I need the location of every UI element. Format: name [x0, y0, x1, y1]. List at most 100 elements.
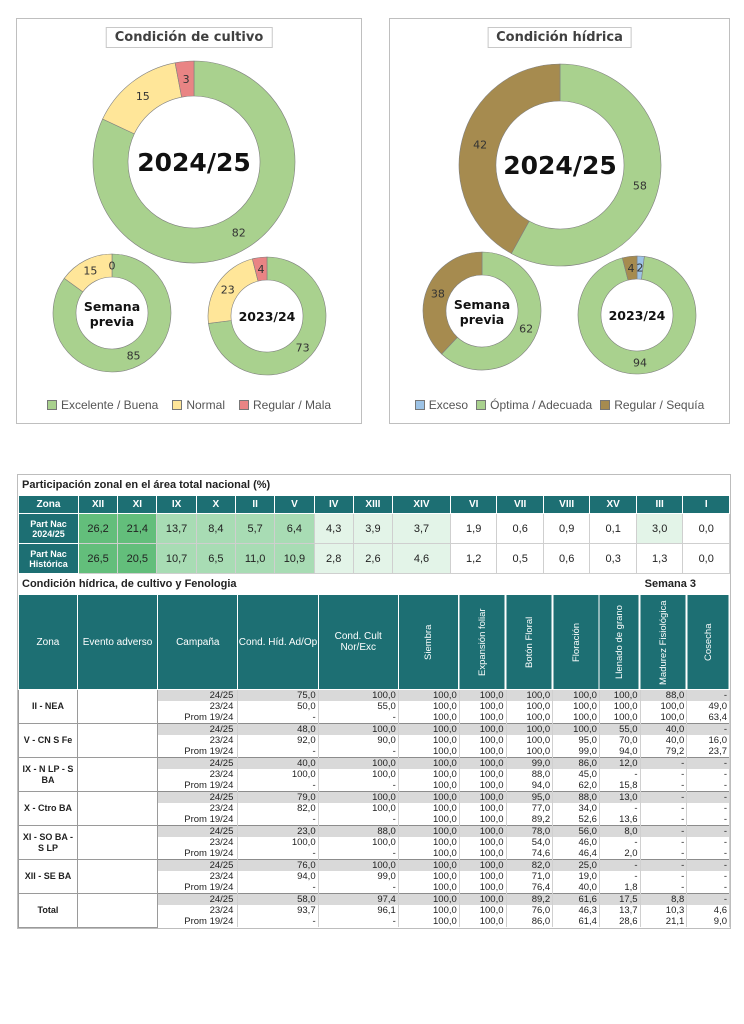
value-cell: 100,0 — [640, 701, 688, 712]
value-cell: 100,0 — [318, 837, 399, 848]
legend-item-normal: Normal — [172, 398, 225, 412]
value-cell: 88,0 — [318, 825, 399, 837]
semana-label: Semana 3 — [644, 578, 696, 590]
value-cell: 100,0 — [237, 769, 319, 780]
campana-cell: 23/24 — [157, 701, 239, 712]
participacion-row: Part Nac 2024/25 26,2 21,4 13,7 8,4 5,7 6,4 4,3 3… — [18, 513, 730, 544]
legend-label: Óptima / Adecuada — [490, 398, 593, 412]
zona-column-header: I — [682, 495, 730, 514]
value-cell: 100,0 — [459, 916, 507, 927]
row-header: Part Nac Histórica — [18, 543, 79, 574]
slice-label: 62 — [519, 322, 533, 335]
campana-cell: Prom 19/24 — [157, 848, 239, 860]
campana-cell: Prom 19/24 — [157, 916, 239, 927]
value-cell: 45,0 — [552, 769, 600, 780]
value-cell: 25,0 — [552, 859, 600, 871]
value-cell: - — [686, 825, 730, 837]
value-cell: 100,0 — [459, 905, 507, 916]
participacion-cell: 26,5 — [77, 543, 119, 574]
cultivo-title: Condición de cultivo — [105, 27, 273, 48]
value-cell: - — [686, 757, 730, 769]
participacion-cell: 3,7 — [392, 513, 451, 544]
donut-slice — [510, 63, 662, 267]
participacion-cell: 10,7 — [156, 543, 197, 574]
value-cell: - — [640, 848, 688, 860]
value-cell: 82,0 — [237, 803, 319, 814]
zona-cell: X - Ctro BA — [18, 791, 78, 826]
legend-label: Normal — [186, 398, 226, 412]
slice-label: 15 — [83, 265, 97, 278]
campana-cell: 24/25 — [157, 859, 239, 871]
value-cell: 94,0 — [237, 871, 319, 882]
slice-label: 42 — [473, 138, 487, 151]
campana-cell: 23/24 — [157, 803, 239, 814]
column-header: Evento adverso — [76, 594, 159, 690]
value-cell: 100,0 — [459, 803, 507, 814]
value-cell: 50,0 — [237, 701, 319, 712]
campana-cell: 23/24 — [157, 769, 239, 780]
campana-cell: Prom 19/24 — [157, 780, 239, 792]
hidrica-legend: Exceso Óptima / Adecuada Regular / Sequí… — [390, 398, 729, 412]
value-cell: 56,0 — [552, 825, 600, 837]
donut-center-label: 2024/25 — [137, 148, 251, 177]
campana-cell: 24/25 — [157, 825, 239, 837]
value-cell: 49,0 — [686, 701, 730, 712]
value-cell: - — [640, 825, 688, 837]
value-cell: - — [686, 780, 730, 792]
value-cell: 4,6 — [686, 905, 730, 916]
value-cell: - — [686, 893, 730, 905]
value-cell: 54,0 — [506, 837, 554, 848]
value-cell: 96,1 — [318, 905, 399, 916]
value-cell: 100,0 — [398, 814, 460, 826]
value-cell: 100,0 — [459, 735, 507, 746]
value-cell: 100,0 — [398, 825, 460, 837]
value-cell: 100,0 — [398, 712, 460, 724]
table-row: 23/24 100,0 100,0 100,0 100,0 88,0 45,0- - - — [19, 769, 730, 780]
value-cell: 88,0 — [552, 791, 600, 803]
campana-cell: 24/25 — [157, 791, 239, 803]
campana-cell: 23/24 — [157, 837, 239, 848]
value-cell: 100,0 — [506, 712, 554, 724]
value-cell: - — [686, 814, 730, 826]
value-cell: 12,0 — [599, 757, 641, 769]
evento-cell — [76, 689, 159, 724]
donut-center-label: previa — [90, 314, 134, 329]
zona-cell: Total — [18, 893, 78, 928]
value-cell: 100,0 — [599, 701, 641, 712]
value-cell: 100,0 — [459, 757, 507, 769]
legend-item-sequia: Regular / Sequía — [600, 398, 704, 412]
value-cell: 15,8 — [599, 780, 641, 792]
column-header: Cond. Cult Nor/Exc — [317, 594, 399, 690]
value-cell: 40,0 — [237, 757, 319, 769]
legend-swatch-green — [476, 400, 487, 410]
legend-swatch-blue — [414, 400, 425, 410]
value-cell: - — [237, 848, 319, 860]
value-cell: 100,0 — [398, 859, 460, 871]
value-cell: 77,0 — [506, 803, 554, 814]
zona-cell: IX - N LP - S BA — [18, 757, 78, 792]
column-header: Cond. Híd. Ad/Op — [237, 594, 319, 690]
value-cell: 100,0 — [237, 837, 319, 848]
value-cell: - — [237, 882, 319, 894]
value-cell: 100,0 — [506, 746, 554, 758]
table-row: II - NEA 24/25 75,0 100,0 100,0 100,0 100,0 100… — [18, 689, 730, 724]
value-cell: 100,0 — [398, 916, 460, 927]
value-cell: 75,0 — [237, 689, 319, 701]
participacion-cell: 0,6 — [496, 513, 544, 544]
participacion-cell: 13,7 — [156, 513, 197, 544]
participacion-cell: 1,2 — [449, 543, 498, 574]
value-cell: - — [686, 723, 730, 735]
value-cell: - — [640, 871, 688, 882]
zona-column-header: V — [274, 495, 315, 514]
donut-slice — [251, 256, 268, 282]
value-cell: 92,0 — [237, 735, 319, 746]
value-cell: - — [599, 859, 641, 871]
zona-header: Zona — [18, 495, 79, 514]
participacion-cell: 2,6 — [352, 543, 394, 574]
value-cell: 70,0 — [599, 735, 641, 746]
value-cell: 86,0 — [506, 916, 554, 927]
zona-column-header: XIII — [352, 495, 394, 514]
value-cell: 61,4 — [552, 916, 600, 927]
